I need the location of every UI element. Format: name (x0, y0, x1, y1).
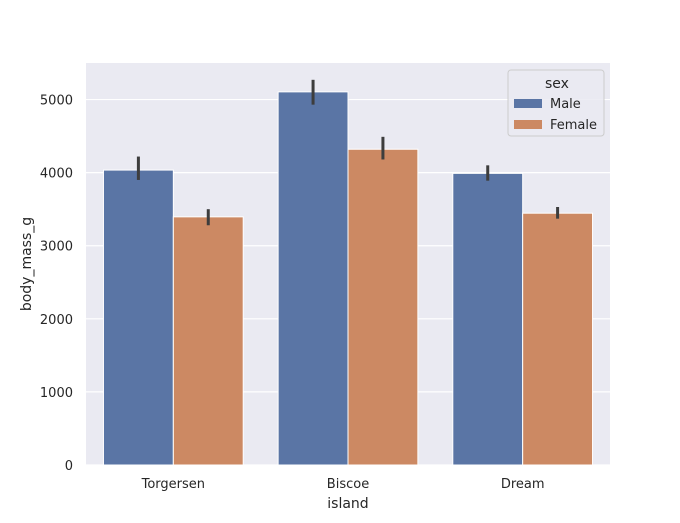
legend-label-female: Female (550, 118, 597, 133)
y-tick-label: 5000 (40, 94, 73, 109)
y-tick-label: 4000 (40, 167, 73, 182)
bar-male (452, 172, 524, 466)
bars (102, 91, 594, 466)
bar-male (102, 169, 174, 466)
legend-label-male: Male (550, 97, 581, 112)
bar-female (347, 148, 419, 466)
legend-box (507, 69, 605, 137)
y-axis-ticks: 0 1000 2000 3000 4000 5000 (40, 94, 73, 474)
legend-title: sex (545, 76, 569, 92)
error-bars (136, 79, 560, 226)
legend: sex Male Female (507, 69, 605, 137)
legend-swatch-male (514, 99, 542, 108)
bar-male (277, 91, 349, 466)
x-tick-label: Dream (501, 477, 545, 492)
y-tick-label: 2000 (40, 313, 73, 328)
y-tick-label: 1000 (40, 386, 73, 401)
y-tick-label: 0 (65, 459, 73, 474)
bar-female (522, 212, 594, 466)
x-axis-ticks: Torgersen Biscoe Dream (141, 477, 545, 492)
y-axis-label: body_mass_g (19, 217, 35, 311)
bar-female (172, 216, 244, 466)
x-tick-label: Torgersen (141, 477, 205, 492)
y-tick-label: 3000 (40, 240, 73, 255)
x-axis-label: island (327, 496, 368, 512)
x-tick-label: Biscoe (327, 477, 369, 492)
legend-swatch-female (514, 120, 542, 129)
